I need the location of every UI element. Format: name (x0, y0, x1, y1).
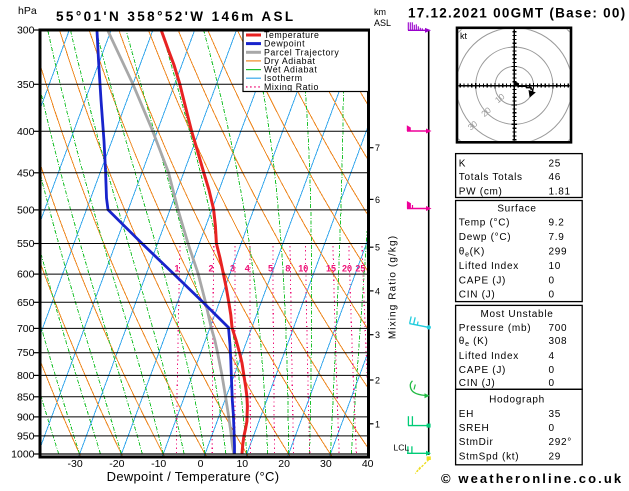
svg-text:25: 25 (355, 264, 365, 274)
svg-text:CAPE (J): CAPE (J) (459, 365, 506, 376)
svg-text:0: 0 (549, 423, 555, 434)
svg-text:55°01'N 358°52'W 146m ASL: 55°01'N 358°52'W 146m ASL (56, 9, 296, 24)
svg-text:700: 700 (17, 323, 35, 335)
svg-text:-20: -20 (109, 458, 124, 470)
svg-text:15: 15 (326, 264, 336, 274)
svg-text:25: 25 (549, 159, 562, 170)
svg-text:Dewpoint: Dewpoint (264, 39, 305, 49)
svg-text:8: 8 (285, 264, 290, 274)
svg-text:Mixing Ratio (g/kg): Mixing Ratio (g/kg) (388, 235, 399, 339)
svg-text:StmSpd (kt): StmSpd (kt) (459, 452, 520, 463)
svg-text:Mixing Ratio: Mixing Ratio (264, 82, 319, 92)
svg-text:2: 2 (375, 376, 380, 386)
svg-text:0: 0 (549, 378, 555, 389)
svg-text:Dewpoint / Temperature (°C): Dewpoint / Temperature (°C) (107, 469, 280, 484)
svg-text:CIN (J): CIN (J) (459, 290, 496, 301)
svg-text:299: 299 (549, 247, 568, 258)
svg-text:7.9: 7.9 (549, 232, 565, 243)
svg-text:9.2: 9.2 (549, 218, 565, 229)
svg-text:kt: kt (460, 31, 468, 41)
svg-text:K: K (459, 159, 466, 170)
svg-text:-10: -10 (151, 458, 166, 470)
svg-text:10: 10 (549, 261, 562, 272)
svg-text:6: 6 (375, 195, 380, 205)
svg-text:SREH: SREH (459, 423, 490, 434)
svg-text:10: 10 (298, 264, 308, 274)
svg-text:StmDir: StmDir (459, 437, 494, 448)
svg-text:20: 20 (278, 458, 290, 470)
svg-text:θe(K): θe(K) (459, 247, 485, 259)
svg-text:CIN (J): CIN (J) (459, 378, 496, 389)
svg-text:850: 850 (17, 391, 35, 403)
svg-text:Temp (°C): Temp (°C) (459, 218, 510, 229)
svg-text:30: 30 (320, 458, 332, 470)
svg-text:4: 4 (245, 264, 250, 274)
svg-text:300: 300 (17, 25, 35, 37)
svg-text:θe (K): θe (K) (459, 336, 489, 348)
svg-text:4: 4 (375, 286, 380, 296)
svg-text:Parcel Trajectory: Parcel Trajectory (264, 47, 339, 57)
svg-text:35: 35 (549, 409, 562, 420)
svg-text:Most Unstable: Most Unstable (480, 309, 553, 320)
svg-text:600: 600 (17, 269, 35, 281)
svg-text:Dry Adiabat: Dry Adiabat (264, 56, 316, 66)
svg-text:Lifted Index: Lifted Index (459, 351, 519, 362)
svg-text:1.81: 1.81 (549, 186, 571, 197)
svg-text:40: 40 (362, 458, 374, 470)
svg-text:Totals Totals: Totals Totals (459, 172, 523, 183)
svg-text:Hodograph: Hodograph (489, 394, 545, 405)
svg-text:Isotherm: Isotherm (264, 73, 303, 83)
svg-text:LCL: LCL (394, 443, 410, 453)
svg-text:Lifted Index: Lifted Index (459, 261, 519, 272)
svg-text:2: 2 (208, 264, 213, 274)
svg-text:0: 0 (549, 290, 555, 301)
svg-text:3: 3 (230, 264, 235, 274)
svg-text:650: 650 (17, 297, 35, 309)
svg-text:4: 4 (549, 351, 555, 362)
svg-text:46: 46 (549, 172, 562, 183)
svg-text:700: 700 (549, 323, 568, 334)
svg-text:500: 500 (17, 204, 35, 216)
svg-text:10: 10 (236, 458, 248, 470)
svg-text:Pressure (mb): Pressure (mb) (459, 323, 531, 334)
svg-text:0: 0 (549, 365, 555, 376)
svg-text:Temperature: Temperature (264, 30, 319, 40)
svg-text:-30: -30 (68, 458, 83, 470)
svg-text:km: km (374, 7, 386, 17)
svg-text:350: 350 (17, 79, 35, 91)
svg-text:Dewp (°C): Dewp (°C) (459, 232, 512, 243)
svg-text:750: 750 (17, 347, 35, 359)
svg-text:29: 29 (549, 452, 562, 463)
svg-text:17.12.2021 00GMT (Base: 00): 17.12.2021 00GMT (Base: 00) (408, 6, 626, 21)
svg-text:ASL: ASL (374, 18, 391, 28)
svg-text:1: 1 (174, 264, 179, 274)
svg-text:292°: 292° (549, 437, 572, 448)
svg-text:1: 1 (375, 419, 380, 429)
svg-text:400: 400 (17, 126, 35, 138)
svg-text:20: 20 (342, 264, 352, 274)
svg-text:0: 0 (549, 275, 555, 286)
svg-text:hPa: hPa (18, 5, 37, 17)
svg-text:308: 308 (549, 336, 568, 347)
svg-text:Surface: Surface (497, 203, 536, 214)
svg-text:5: 5 (268, 264, 273, 274)
svg-text:800: 800 (17, 370, 35, 382)
svg-text:CAPE (J): CAPE (J) (459, 275, 506, 286)
svg-text:550: 550 (17, 238, 35, 250)
svg-text:Wet Adiabat: Wet Adiabat (264, 65, 317, 75)
svg-text:© weatheronline.co.uk: © weatheronline.co.uk (441, 471, 623, 486)
svg-text:PW (cm): PW (cm) (459, 186, 503, 197)
svg-text:450: 450 (17, 167, 35, 179)
svg-text:5: 5 (375, 243, 380, 253)
svg-text:0: 0 (198, 458, 204, 470)
svg-text:1000: 1000 (11, 449, 35, 461)
svg-text:7: 7 (375, 143, 380, 153)
svg-text:900: 900 (17, 411, 35, 423)
svg-text:EH: EH (459, 409, 474, 420)
svg-text:950: 950 (17, 430, 35, 442)
svg-text:3: 3 (375, 330, 380, 340)
